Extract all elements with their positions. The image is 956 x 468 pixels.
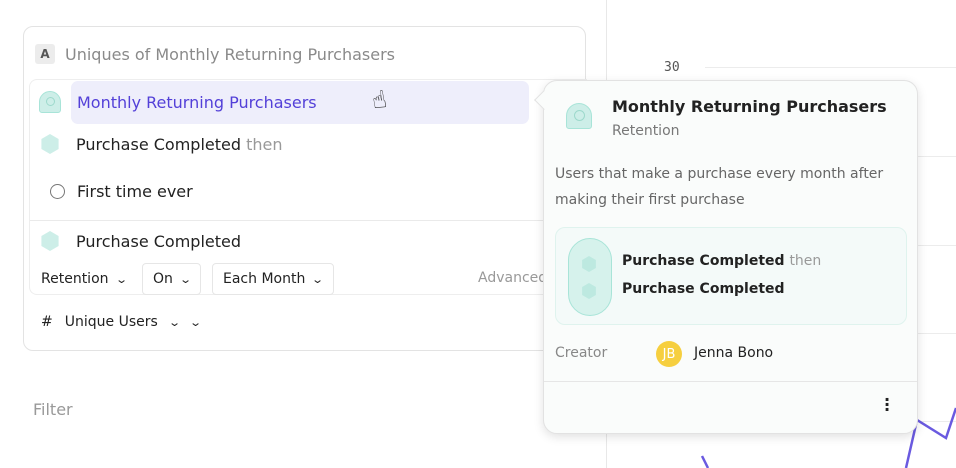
event-hexagon-icon: [41, 134, 59, 154]
series-line-segment: [700, 455, 710, 468]
chevron-down-icon: ⌄: [179, 272, 192, 286]
selected-metric-highlight[interactable]: [71, 81, 529, 124]
sequence-pill: [568, 238, 612, 316]
on-label: On: [153, 271, 173, 287]
clock-icon: [50, 184, 65, 199]
event-hexagon-icon: [582, 283, 596, 299]
each-month-label: Each Month: [223, 271, 306, 287]
divider: [30, 220, 587, 221]
metric-letter-badge: A: [35, 44, 55, 64]
more-options-icon[interactable]: · · ·: [883, 390, 891, 419]
then-text: then: [246, 134, 283, 154]
metric-popover: Monthly Returning Purchasers Retention U…: [534, 80, 918, 434]
on-dropdown[interactable]: On ⌄: [142, 263, 202, 295]
first-time-ever[interactable]: First time ever: [77, 182, 193, 201]
metric-card: A Uniques of Monthly Returning Purchaser…: [23, 26, 587, 351]
popover-title: Monthly Returning Purchasers: [612, 97, 887, 116]
popover-subtitle: Retention: [612, 123, 680, 139]
then-text: then: [789, 253, 822, 269]
chevron-down-icon: ⌄: [114, 272, 128, 286]
each-month-dropdown[interactable]: Each Month ⌄: [212, 263, 334, 295]
metric-title[interactable]: Uniques of Monthly Returning Purchasers: [65, 44, 396, 64]
custom-metric-icon: [566, 103, 592, 129]
filter-section-label[interactable]: Filter: [33, 400, 73, 419]
chevron-down-icon[interactable]: ⌄: [189, 315, 203, 329]
avatar: JB: [656, 341, 682, 367]
event-hexagon-icon: [582, 256, 596, 272]
event-name[interactable]: Purchase Completed: [76, 134, 242, 154]
y-tick-label: 30: [664, 60, 680, 75]
sequence-step: Purchase Completed: [622, 253, 785, 269]
creator-label: Creator: [555, 345, 608, 361]
sequence-step: Purchase Completed: [622, 281, 785, 297]
creator-name: Jenna Bono: [694, 345, 774, 361]
gridline: [705, 67, 956, 68]
selected-metric-name[interactable]: Monthly Returning Purchasers: [77, 92, 317, 112]
hash-icon: #: [41, 314, 53, 330]
divider: [544, 381, 917, 382]
retention-dropdown[interactable]: Retention ⌄: [30, 263, 137, 295]
event-name[interactable]: Purchase Completed: [76, 231, 242, 251]
series-line-segment: [904, 407, 956, 468]
chevron-down-icon[interactable]: ⌄: [167, 315, 181, 329]
event-hexagon-icon: [41, 231, 59, 251]
chevron-down-icon: ⌄: [311, 272, 325, 286]
advanced-button[interactable]: Advanced: [478, 270, 548, 286]
sequence-box: Purchase Completed then Purchase Complet…: [555, 227, 907, 325]
metric-definition: Monthly Returning Purchasers Purchase Co…: [29, 79, 587, 295]
custom-metric-icon: [39, 91, 61, 113]
retention-label: Retention: [41, 271, 109, 287]
query-builder-panel: A Uniques of Monthly Returning Purchaser…: [23, 0, 607, 468]
popover-description: Users that make a purchase every month a…: [555, 166, 884, 208]
measure-dropdown[interactable]: Unique Users: [64, 314, 158, 330]
